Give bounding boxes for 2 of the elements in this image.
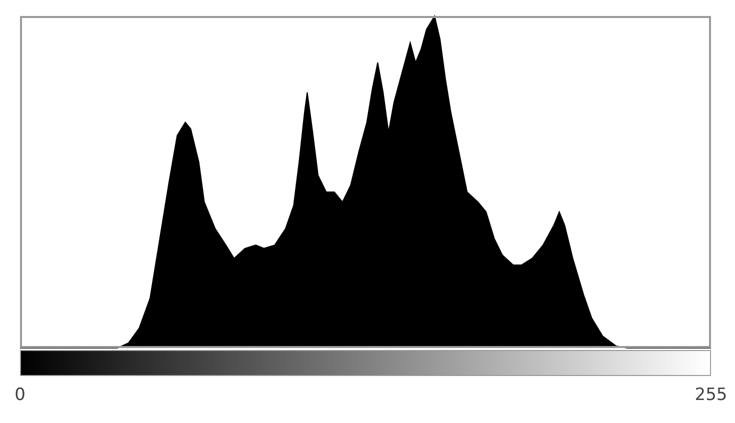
x-tick-label: 255 [694, 385, 728, 406]
x-tick-label: 0 [14, 385, 26, 406]
